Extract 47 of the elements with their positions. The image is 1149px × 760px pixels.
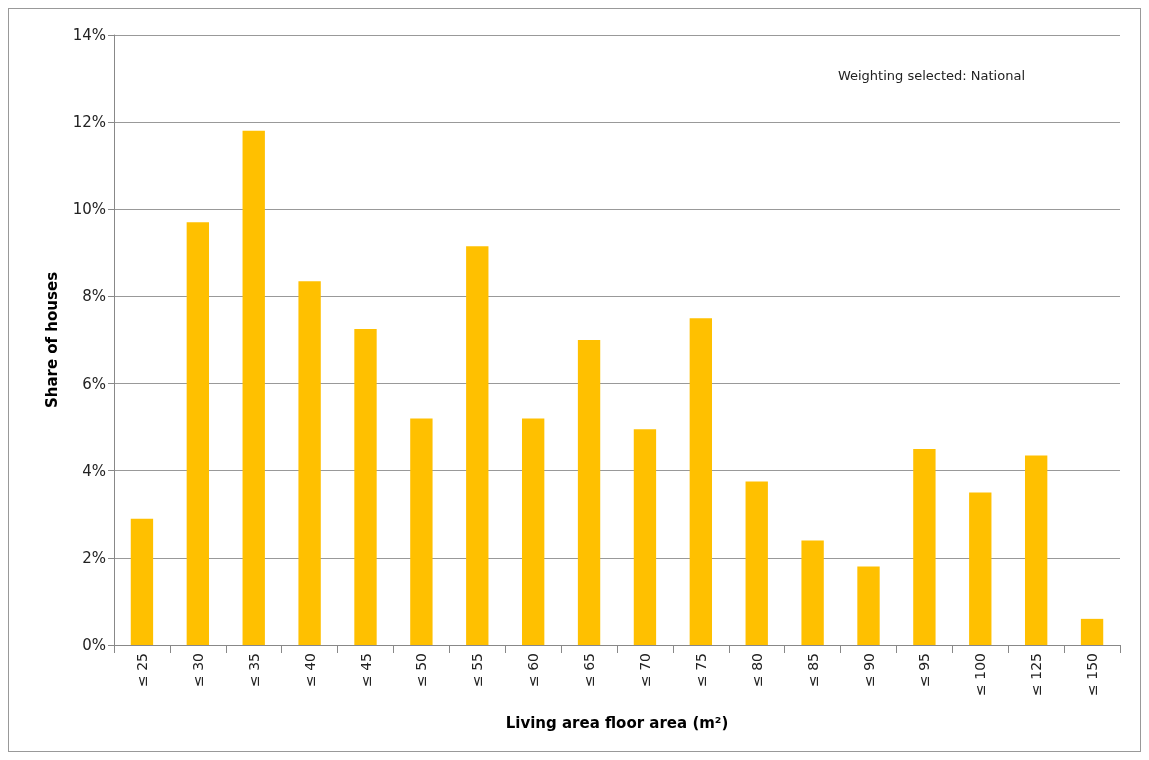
bar — [130, 518, 154, 645]
bar — [969, 492, 992, 645]
x-tick-label: ≤ 80 — [748, 653, 765, 687]
y-tick-label: 0% — [82, 636, 106, 654]
y-tick-label: 4% — [82, 461, 106, 480]
bar — [410, 418, 433, 645]
bar — [857, 566, 880, 645]
bar — [633, 429, 657, 645]
x-tick-label: ≤ 65 — [581, 653, 598, 687]
x-tick-label: ≤ 75 — [692, 653, 709, 687]
annotation: Weighting selected: National — [837, 68, 1026, 83]
y-axis-title: Share of houses — [42, 271, 61, 409]
bar — [745, 481, 768, 645]
x-tick-label: ≤ 85 — [804, 653, 821, 687]
x-axis-title: Living area floor area (m²) — [505, 713, 729, 732]
x-tick-label: ≤ 70 — [636, 653, 653, 687]
x-tick-label: ≤ 125 — [1028, 653, 1045, 696]
bar — [298, 281, 321, 645]
x-tick-label: ≤ 90 — [860, 653, 877, 687]
bar — [1024, 455, 1048, 645]
bar — [577, 340, 601, 645]
x-tick-label: ≤ 40 — [301, 653, 318, 687]
x-tick-label: ≤ 100 — [972, 653, 989, 696]
x-tick-label: ≤ 60 — [525, 653, 542, 687]
y-tick-label: 8% — [82, 287, 106, 306]
bar — [354, 329, 377, 645]
x-tick-label: ≤ 50 — [413, 653, 430, 687]
bar — [801, 540, 824, 645]
bar — [466, 246, 489, 645]
x-tick-label: ≤ 45 — [357, 653, 374, 687]
bar — [186, 222, 210, 645]
y-tick-label: 12% — [72, 113, 106, 132]
y-tick-label: 6% — [82, 374, 106, 393]
bar — [521, 418, 545, 645]
bar — [913, 448, 936, 645]
x-tick-label: ≤ 95 — [916, 653, 933, 687]
bar — [1080, 618, 1104, 645]
x-tick-label: ≤ 55 — [469, 653, 486, 687]
x-tick-label: ≤ 25 — [133, 653, 150, 687]
y-tick-label: 14% — [72, 26, 106, 44]
y-tick-label: 10% — [72, 200, 106, 219]
x-tick-label: ≤ 150 — [1084, 653, 1101, 696]
bar — [242, 130, 265, 645]
x-tick-label: ≤ 30 — [189, 653, 206, 687]
bar — [689, 318, 713, 645]
y-tick-label: 2% — [82, 548, 106, 567]
x-tick-label: ≤ 35 — [245, 653, 262, 687]
